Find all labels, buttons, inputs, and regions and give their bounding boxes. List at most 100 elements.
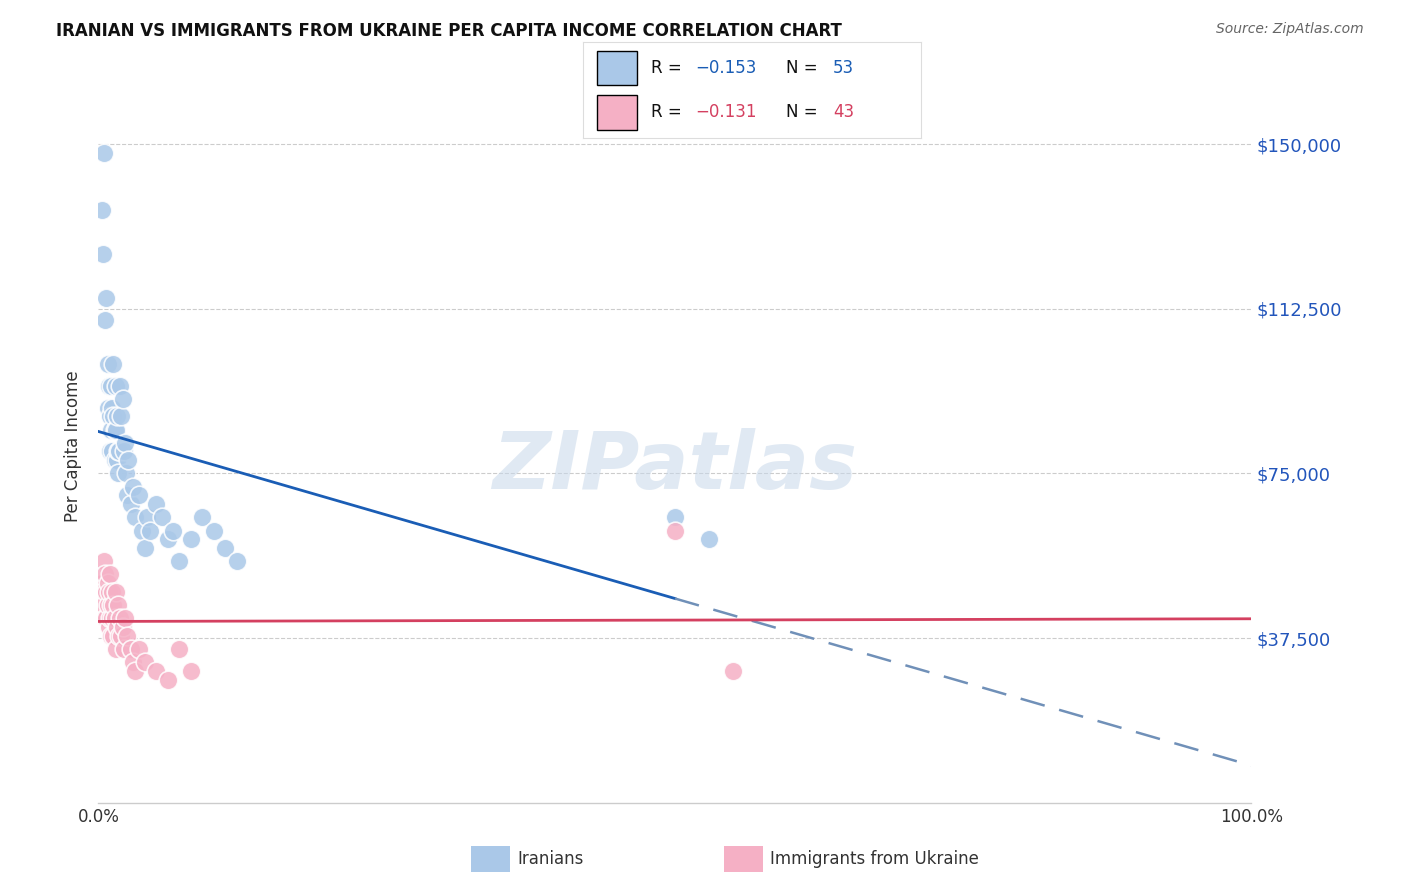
Point — [156, 533, 179, 547]
Text: 43: 43 — [834, 103, 855, 121]
Point — [103, 423, 125, 437]
Text: Iranians: Iranians — [517, 850, 583, 868]
Point — [135, 510, 157, 524]
Point — [112, 444, 135, 458]
Point — [103, 409, 125, 424]
Point — [108, 444, 131, 458]
Point — [110, 611, 132, 625]
Point — [91, 585, 114, 599]
Point — [104, 423, 127, 437]
Point — [111, 620, 134, 634]
Point — [94, 312, 117, 326]
Point — [97, 576, 120, 591]
Point — [107, 444, 129, 458]
Point — [134, 655, 156, 669]
Point — [145, 497, 167, 511]
Point — [97, 357, 120, 371]
Point — [139, 524, 162, 538]
Point — [145, 664, 167, 678]
Point — [98, 611, 121, 625]
Point — [191, 510, 214, 524]
Point — [101, 611, 124, 625]
Point — [131, 524, 153, 538]
Point — [97, 585, 120, 599]
Text: Immigrants from Ukraine: Immigrants from Ukraine — [770, 850, 980, 868]
Point — [124, 510, 146, 524]
Point — [167, 642, 190, 657]
Point — [117, 453, 139, 467]
Text: 53: 53 — [834, 59, 855, 77]
Point — [90, 576, 112, 591]
Point — [110, 629, 132, 643]
Point — [91, 247, 114, 261]
Point — [105, 409, 128, 424]
Point — [100, 598, 122, 612]
Point — [100, 629, 122, 643]
Point — [103, 357, 125, 371]
Point — [94, 611, 117, 625]
Point — [93, 598, 115, 612]
Point — [110, 378, 132, 392]
Point — [225, 554, 247, 568]
Point — [101, 585, 124, 599]
Point — [108, 629, 131, 643]
Point — [664, 510, 686, 524]
Point — [103, 611, 125, 625]
Text: −0.153: −0.153 — [695, 59, 756, 77]
Point — [98, 567, 121, 582]
Point — [114, 435, 136, 450]
Point — [103, 598, 125, 612]
Text: IRANIAN VS IMMIGRANTS FROM UKRAINE PER CAPITA INCOME CORRELATION CHART: IRANIAN VS IMMIGRANTS FROM UKRAINE PER C… — [56, 22, 842, 40]
Point — [90, 202, 112, 217]
Point — [107, 598, 129, 612]
Text: R =: R = — [651, 103, 688, 121]
Point — [98, 409, 121, 424]
Point — [104, 585, 127, 599]
Point — [107, 467, 129, 481]
Point — [202, 524, 225, 538]
Point — [94, 567, 117, 582]
Text: R =: R = — [651, 59, 688, 77]
Point — [101, 444, 124, 458]
Point — [664, 524, 686, 538]
Point — [97, 620, 120, 634]
Point — [98, 444, 121, 458]
Point — [180, 533, 202, 547]
Point — [699, 533, 721, 547]
Point — [100, 378, 122, 392]
Point — [122, 480, 145, 494]
FancyBboxPatch shape — [598, 95, 637, 129]
Point — [156, 673, 179, 687]
Point — [105, 620, 128, 634]
Text: −0.131: −0.131 — [695, 103, 756, 121]
Point — [180, 664, 202, 678]
Point — [120, 642, 142, 657]
Point — [93, 145, 115, 160]
Point — [124, 664, 146, 678]
Point — [103, 629, 125, 643]
Point — [122, 655, 145, 669]
Point — [96, 611, 118, 625]
Point — [104, 378, 127, 392]
Point — [150, 510, 173, 524]
Point — [96, 291, 118, 305]
Point — [128, 642, 150, 657]
Point — [110, 409, 132, 424]
Point — [97, 378, 120, 392]
Point — [721, 664, 744, 678]
Point — [112, 642, 135, 657]
Point — [101, 401, 124, 415]
Text: Source: ZipAtlas.com: Source: ZipAtlas.com — [1216, 22, 1364, 37]
Point — [97, 401, 120, 415]
Text: N =: N = — [786, 59, 823, 77]
Point — [114, 611, 136, 625]
Point — [117, 629, 139, 643]
Point — [96, 585, 118, 599]
Text: ZIPatlas: ZIPatlas — [492, 428, 858, 507]
Text: N =: N = — [786, 103, 823, 121]
Point — [97, 598, 120, 612]
Point — [128, 488, 150, 502]
Point — [93, 554, 115, 568]
Point — [100, 423, 122, 437]
Point — [103, 453, 125, 467]
